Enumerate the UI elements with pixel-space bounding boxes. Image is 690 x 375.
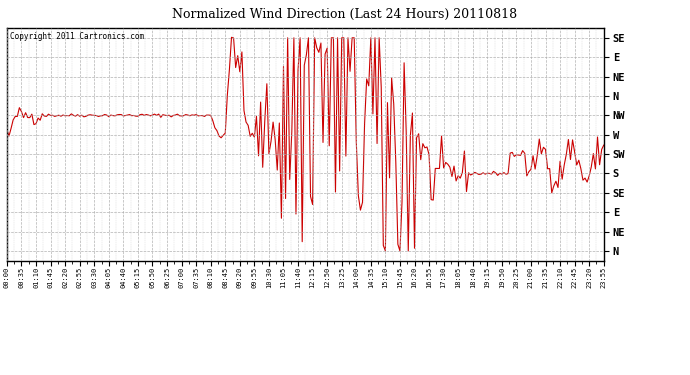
Text: Normalized Wind Direction (Last 24 Hours) 20110818: Normalized Wind Direction (Last 24 Hours… xyxy=(172,8,518,21)
Text: Copyright 2011 Cartronics.com: Copyright 2011 Cartronics.com xyxy=(10,32,144,40)
